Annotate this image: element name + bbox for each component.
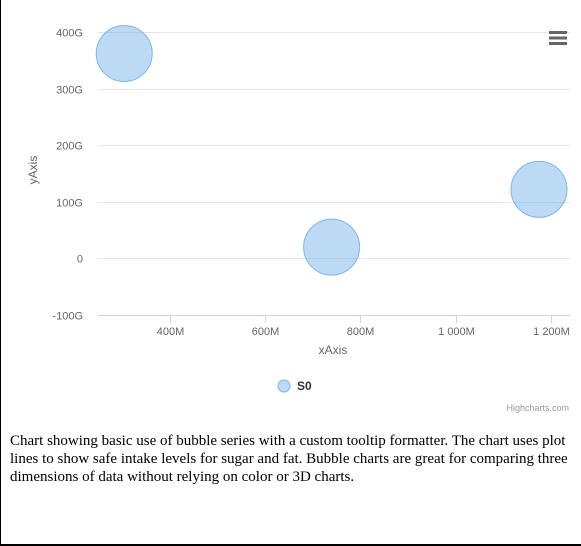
credits-link[interactable]: Highcharts.com <box>506 403 569 413</box>
y-tick-label: 0 <box>77 254 83 266</box>
x-tick-label: 600M <box>252 326 280 338</box>
bubble-point[interactable] <box>95 25 153 83</box>
chart-caption: Chart showing basic use of bubble series… <box>10 433 568 485</box>
x-tick-label: 800M <box>347 326 375 338</box>
legend-symbol[interactable] <box>277 379 291 393</box>
x-axis-title: xAxis <box>319 343 348 357</box>
y-tick-label: 100G <box>56 198 83 210</box>
y-tick-label: 400G <box>56 28 83 40</box>
x-tick-label: 1 000M <box>438 326 475 338</box>
x-tick-label: 1 200M <box>533 326 570 338</box>
y-tick-label: 200G <box>56 141 83 153</box>
y-tick-label: 300G <box>56 85 83 97</box>
legend[interactable]: S0 <box>277 379 312 393</box>
y-tick-label: -100G <box>52 311 83 323</box>
chart-svg: 400G 300G 200G 100G 0 -100G 400M 600M 800M 1 000M… <box>26 25 570 413</box>
bubble-point[interactable] <box>303 218 361 276</box>
legend-item-label[interactable]: S0 <box>297 379 312 393</box>
bubble-point[interactable] <box>510 160 568 218</box>
hamburger-icon[interactable] <box>548 30 567 46</box>
y-axis-title: yAxis <box>26 156 40 185</box>
x-tick-label: 400M <box>157 326 185 338</box>
